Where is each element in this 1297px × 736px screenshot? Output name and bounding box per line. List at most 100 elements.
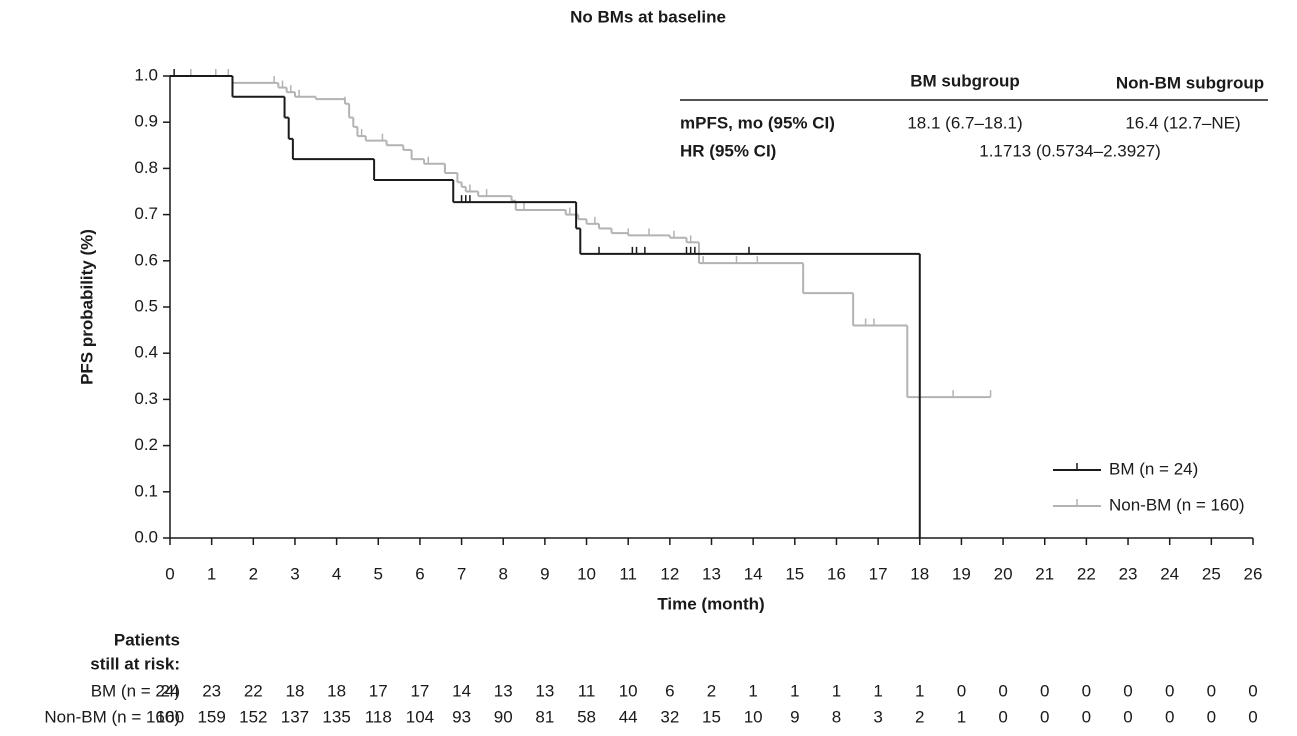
risk-value: 1 <box>873 681 882 700</box>
risk-value: 81 <box>535 707 554 726</box>
risk-value: 44 <box>619 707 638 726</box>
y-tick-label: 1.0 <box>134 65 158 84</box>
x-axis-label: Time (month) <box>657 594 764 613</box>
risk-value: 0 <box>1248 707 1257 726</box>
x-tick-label: 13 <box>702 564 721 583</box>
risk-value: 0 <box>1248 681 1257 700</box>
x-tick-label: 18 <box>910 564 929 583</box>
risk-value: 137 <box>281 707 309 726</box>
risk-value: 0 <box>998 681 1007 700</box>
risk-value: 3 <box>873 707 882 726</box>
risk-value: 0 <box>1123 707 1132 726</box>
risk-value: 1 <box>957 707 966 726</box>
risk-value: 2 <box>915 707 924 726</box>
y-tick-label: 0.9 <box>134 112 158 131</box>
x-tick-label: 8 <box>498 564 507 583</box>
y-tick-label: 0.2 <box>134 435 158 454</box>
x-tick-label: 20 <box>994 564 1013 583</box>
risk-value: 160 <box>156 707 184 726</box>
x-tick-label: 2 <box>249 564 258 583</box>
y-tick-label: 0.8 <box>134 158 158 177</box>
risk-value: 17 <box>410 681 429 700</box>
risk-value: 11 <box>578 681 596 700</box>
table-header: BM subgroup <box>910 71 1020 90</box>
x-tick-label: 0 <box>165 564 174 583</box>
risk-value: 1 <box>832 681 841 700</box>
risk-title: Patients <box>114 630 180 649</box>
x-tick-label: 21 <box>1035 564 1054 583</box>
y-tick-label: 0.5 <box>134 296 158 315</box>
y-tick-label: 0.0 <box>134 527 158 546</box>
y-tick-label: 0.1 <box>134 481 158 500</box>
x-tick-label: 1 <box>207 564 216 583</box>
risk-value: 0 <box>1040 707 1049 726</box>
legend-label: Non-BM (n = 160) <box>1109 495 1245 514</box>
y-tick-label: 0.3 <box>134 389 158 408</box>
risk-value: 14 <box>452 681 471 700</box>
x-tick-label: 25 <box>1202 564 1221 583</box>
x-tick-label: 4 <box>332 564 341 583</box>
risk-value: 10 <box>619 681 638 700</box>
risk-value: 15 <box>702 707 721 726</box>
risk-value: 10 <box>744 707 763 726</box>
risk-value: 18 <box>327 681 346 700</box>
x-tick-label: 15 <box>785 564 804 583</box>
risk-value: 1 <box>790 681 799 700</box>
risk-value: 58 <box>577 707 596 726</box>
x-tick-label: 23 <box>1119 564 1138 583</box>
risk-value: 23 <box>202 681 221 700</box>
chart-title: No BMs at baseline <box>570 7 726 26</box>
risk-value: 152 <box>239 707 267 726</box>
risk-value: 0 <box>1207 707 1216 726</box>
risk-value: 1 <box>915 681 924 700</box>
table-row-label: mPFS, mo (95% CI) <box>680 113 835 132</box>
risk-value: 0 <box>1040 681 1049 700</box>
table-row-label: HR (95% CI) <box>680 141 776 160</box>
x-tick-label: 5 <box>374 564 383 583</box>
risk-value: 17 <box>369 681 388 700</box>
x-tick-label: 12 <box>660 564 679 583</box>
risk-value: 0 <box>1082 707 1091 726</box>
risk-value: 135 <box>322 707 350 726</box>
table-cell: 1.1713 (0.5734–2.3927) <box>979 141 1161 160</box>
x-tick-label: 22 <box>1077 564 1096 583</box>
risk-value: 0 <box>1165 681 1174 700</box>
risk-value: 8 <box>832 707 841 726</box>
table-cell: 18.1 (6.7–18.1) <box>907 113 1022 132</box>
x-tick-label: 10 <box>577 564 596 583</box>
y-tick-label: 0.4 <box>134 343 158 362</box>
x-tick-label: 16 <box>827 564 846 583</box>
risk-value: 32 <box>660 707 679 726</box>
y-tick-label: 0.7 <box>134 204 158 223</box>
y-tick-label: 0.6 <box>134 250 158 269</box>
x-tick-label: 6 <box>415 564 424 583</box>
x-tick-label: 14 <box>744 564 763 583</box>
risk-value: 6 <box>665 681 674 700</box>
table-header: Non-BM subgroup <box>1116 73 1264 92</box>
risk-value: 13 <box>494 681 513 700</box>
risk-value: 0 <box>1165 707 1174 726</box>
risk-row-label: Non-BM (n = 160) <box>44 707 180 726</box>
x-tick-label: 3 <box>290 564 299 583</box>
risk-value: 0 <box>957 681 966 700</box>
x-tick-label: 17 <box>869 564 888 583</box>
risk-title: still at risk: <box>90 654 180 673</box>
table-cell: 16.4 (12.7–NE) <box>1125 113 1240 132</box>
risk-value: 159 <box>197 707 225 726</box>
risk-value: 0 <box>1123 681 1132 700</box>
risk-value: 2 <box>707 681 716 700</box>
x-tick-label: 19 <box>952 564 971 583</box>
risk-value: 18 <box>286 681 305 700</box>
risk-value: 0 <box>998 707 1007 726</box>
y-axis-label: PFS probability (%) <box>77 229 96 385</box>
risk-value: 22 <box>244 681 263 700</box>
risk-value: 90 <box>494 707 513 726</box>
risk-value: 104 <box>406 707 434 726</box>
risk-value: 0 <box>1082 681 1091 700</box>
risk-value: 13 <box>535 681 554 700</box>
risk-value: 0 <box>1207 681 1216 700</box>
x-tick-label: 26 <box>1244 564 1263 583</box>
x-tick-label: 7 <box>457 564 466 583</box>
risk-value: 1 <box>748 681 757 700</box>
